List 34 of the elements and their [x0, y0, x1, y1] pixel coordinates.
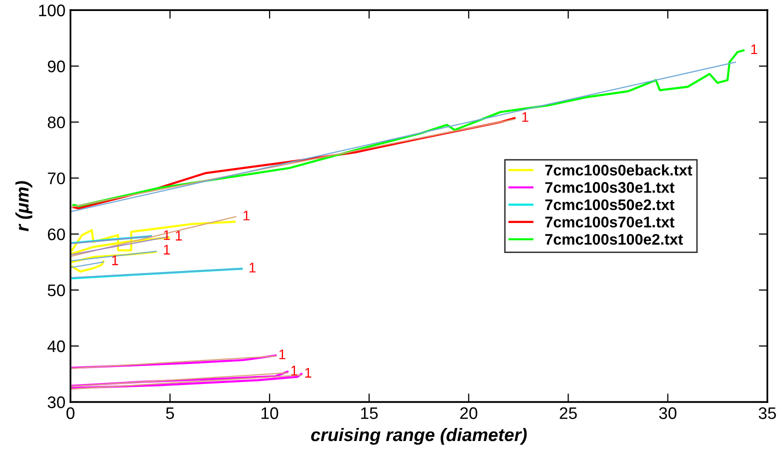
- legend-label: 7cmc100s50e2.txt: [545, 199, 674, 210]
- annotation: 1: [250, 262, 256, 272]
- x-tick-label: 25: [560, 407, 577, 420]
- annotation: 1: [522, 112, 528, 122]
- legend-label: 7cmc100s70e1.txt: [545, 216, 674, 228]
- legend-label: 7cmc100s0eback.txt: [545, 164, 692, 176]
- x-tick-label: 30: [659, 407, 676, 420]
- y-tick-label: 30: [48, 396, 65, 408]
- x-tick-label: 20: [460, 407, 478, 420]
- x-tick-label: 15: [361, 407, 378, 420]
- y-tick-label: 80: [48, 116, 65, 128]
- y-tick-label: 60: [48, 228, 65, 240]
- y-tick-label: 70: [48, 172, 65, 184]
- x-axis-title: cruising range (diameter): [311, 428, 527, 445]
- y-tick-label: 50: [48, 284, 65, 296]
- annotation: 1: [279, 350, 286, 360]
- annotation: 1: [164, 230, 170, 240]
- annotation: 1: [176, 230, 182, 240]
- x-tick-label: 0: [66, 407, 74, 420]
- legend-label: 7cmc100s100e2.txt: [545, 234, 683, 245]
- y-tick-label: 100: [39, 4, 65, 16]
- x-tick-label: 35: [758, 407, 776, 420]
- x-tick-label: 10: [262, 407, 278, 420]
- annotation: 1: [164, 244, 170, 254]
- x-tick-label: 5: [166, 407, 174, 420]
- y-tick-label: 90: [48, 60, 65, 72]
- annotation: 1: [751, 44, 758, 54]
- legend-label: 7cmc100s30e1.txt: [545, 182, 674, 193]
- annotation: 1: [112, 256, 118, 266]
- annotation: 1: [244, 210, 250, 220]
- y-tick-label: 40: [47, 340, 65, 352]
- annotation: 1: [305, 368, 312, 378]
- y-axis-title: r (μm): [15, 181, 32, 232]
- annotation: 1: [291, 366, 298, 376]
